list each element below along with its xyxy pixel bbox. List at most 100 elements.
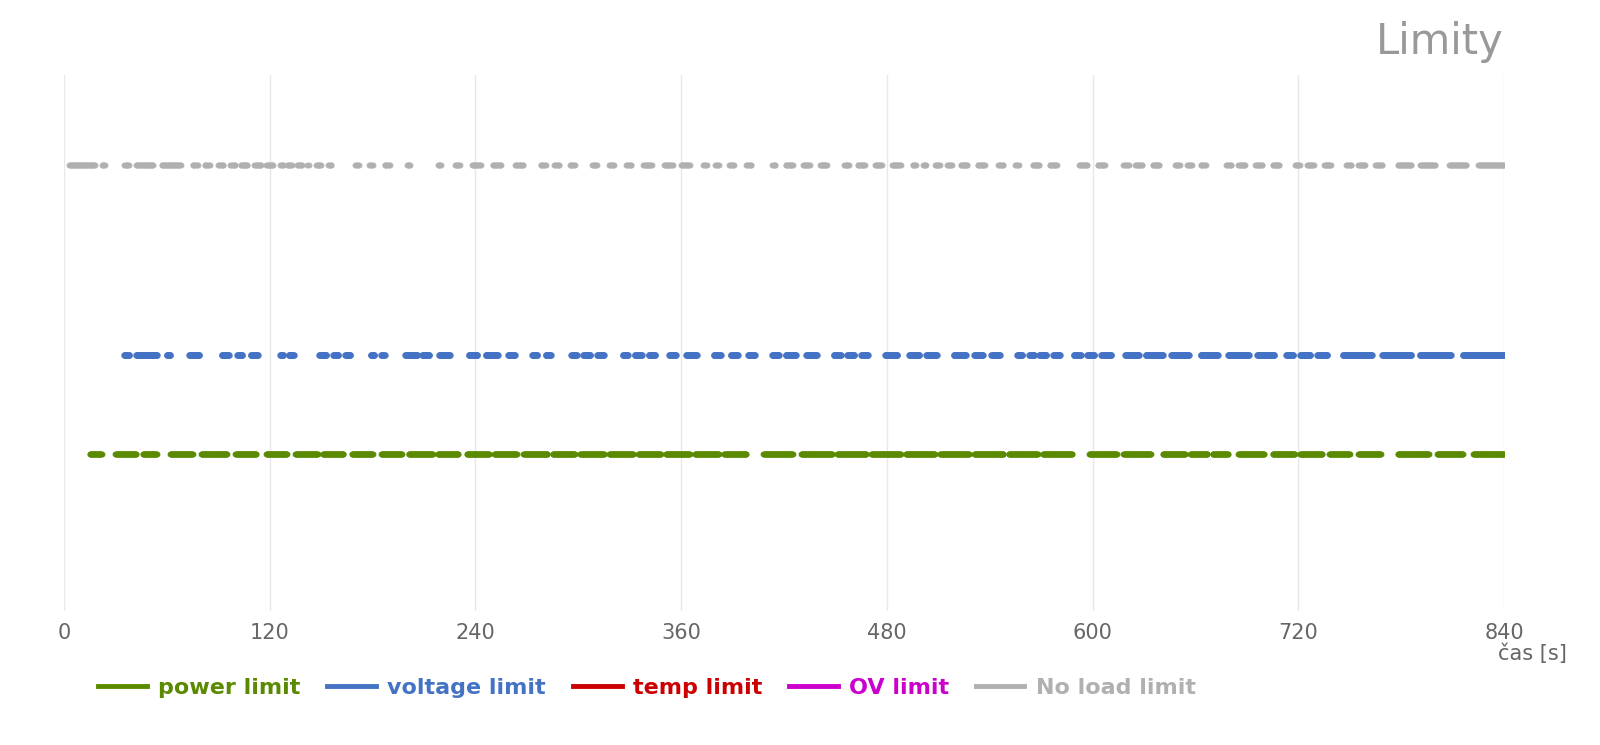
Point bbox=[403, 349, 429, 361]
Point bbox=[1358, 448, 1384, 460]
Point bbox=[258, 159, 283, 171]
Point bbox=[739, 349, 765, 361]
Point bbox=[317, 448, 342, 460]
Point bbox=[1299, 448, 1325, 460]
Point bbox=[312, 448, 338, 460]
Point bbox=[1355, 448, 1381, 460]
Point bbox=[379, 448, 405, 460]
Point bbox=[661, 349, 686, 361]
Point bbox=[1317, 448, 1342, 460]
Point bbox=[1467, 349, 1493, 361]
Point bbox=[589, 448, 614, 460]
Point bbox=[238, 349, 264, 361]
Point bbox=[157, 349, 182, 361]
Point bbox=[920, 349, 946, 361]
Point bbox=[1021, 448, 1046, 460]
Point bbox=[435, 448, 461, 460]
Point bbox=[174, 448, 200, 460]
Point bbox=[1446, 448, 1472, 460]
Point bbox=[1347, 349, 1373, 361]
Point bbox=[1296, 448, 1322, 460]
Point bbox=[947, 448, 973, 460]
Point bbox=[230, 448, 256, 460]
Point bbox=[1245, 349, 1270, 361]
Point bbox=[883, 448, 909, 460]
Point bbox=[853, 448, 878, 460]
Point bbox=[1216, 159, 1242, 171]
Point bbox=[139, 159, 165, 171]
Point bbox=[514, 448, 539, 460]
Point bbox=[133, 349, 158, 361]
Point bbox=[229, 349, 254, 361]
Point bbox=[419, 448, 445, 460]
Point bbox=[1410, 448, 1435, 460]
Point bbox=[850, 448, 875, 460]
Point bbox=[226, 349, 251, 361]
Point bbox=[549, 448, 574, 460]
Point bbox=[200, 448, 226, 460]
Point bbox=[629, 448, 654, 460]
Point bbox=[1426, 349, 1451, 361]
Point bbox=[1350, 159, 1376, 171]
Point bbox=[632, 159, 658, 171]
Point bbox=[1152, 448, 1178, 460]
Point bbox=[1030, 448, 1056, 460]
Point bbox=[1309, 349, 1334, 361]
Point bbox=[1246, 159, 1272, 171]
Point bbox=[582, 448, 608, 460]
Point bbox=[395, 349, 421, 361]
Point bbox=[723, 448, 749, 460]
Point bbox=[755, 448, 781, 460]
Point bbox=[1130, 159, 1155, 171]
Point bbox=[677, 349, 702, 361]
Point bbox=[933, 448, 958, 460]
Point bbox=[1192, 448, 1218, 460]
Point bbox=[1166, 448, 1192, 460]
Point bbox=[1122, 448, 1147, 460]
Point bbox=[779, 448, 805, 460]
Point bbox=[976, 448, 1002, 460]
Point bbox=[347, 448, 373, 460]
Point bbox=[1390, 349, 1416, 361]
Point bbox=[766, 448, 792, 460]
Point bbox=[544, 159, 570, 171]
Point bbox=[1459, 349, 1485, 361]
Point bbox=[1266, 159, 1291, 171]
Point bbox=[835, 159, 861, 171]
Point bbox=[934, 448, 960, 460]
Point bbox=[1346, 448, 1371, 460]
Point bbox=[480, 159, 506, 171]
Point bbox=[674, 349, 699, 361]
Point bbox=[813, 159, 838, 171]
Point bbox=[256, 448, 282, 460]
Point bbox=[1078, 349, 1104, 361]
Point bbox=[1008, 349, 1034, 361]
Point bbox=[1490, 448, 1515, 460]
Point bbox=[325, 349, 350, 361]
Point bbox=[1397, 448, 1422, 460]
Point bbox=[984, 448, 1010, 460]
Point bbox=[226, 349, 251, 361]
Point bbox=[261, 159, 286, 171]
Point bbox=[906, 448, 931, 460]
Point bbox=[917, 349, 942, 361]
Point bbox=[1094, 448, 1120, 460]
Point bbox=[779, 159, 805, 171]
Point bbox=[1261, 448, 1286, 460]
Point bbox=[915, 349, 941, 361]
Point bbox=[1162, 349, 1187, 361]
Point bbox=[835, 159, 861, 171]
Point bbox=[885, 448, 910, 460]
Point bbox=[1382, 349, 1408, 361]
Point bbox=[645, 448, 670, 460]
Point bbox=[909, 448, 934, 460]
Point bbox=[1160, 349, 1186, 361]
Point bbox=[1443, 159, 1469, 171]
Point bbox=[842, 448, 867, 460]
Point bbox=[674, 349, 699, 361]
Point bbox=[867, 448, 893, 460]
Point bbox=[1389, 448, 1414, 460]
Point bbox=[242, 349, 267, 361]
Point bbox=[1098, 448, 1123, 460]
Point bbox=[979, 349, 1005, 361]
